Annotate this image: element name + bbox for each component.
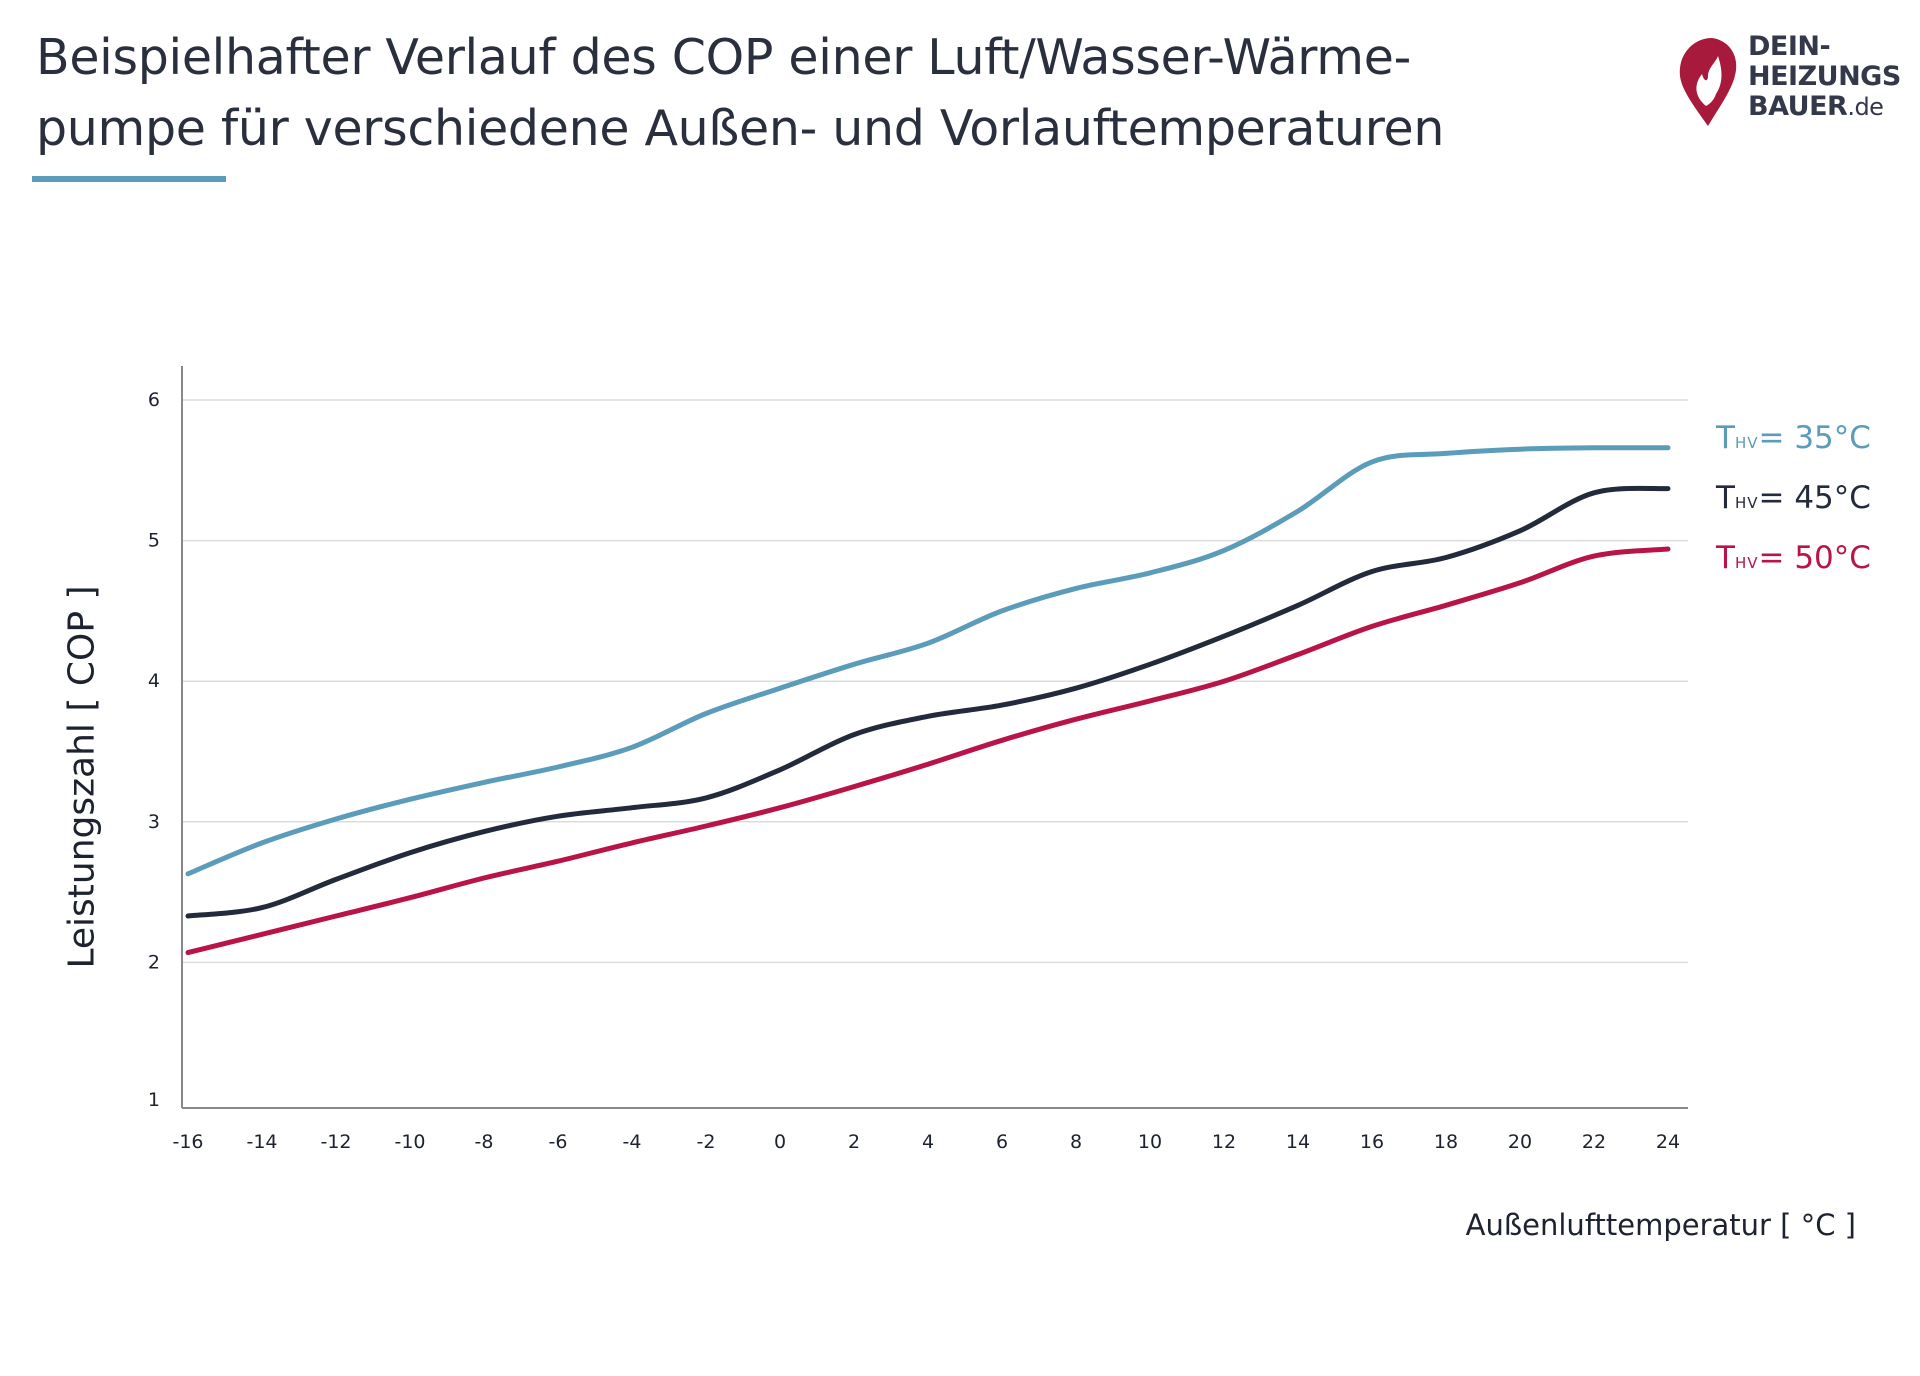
x-tick-labels: -16 -14 -12 -10 -8 -6 -4 -2 0 2 4 6 8 10 12 14 16 18 20 22 2… (172, 1131, 1680, 1153)
logo-line-1: DEIN- (1748, 31, 1831, 62)
x-tick-label: -10 (394, 1131, 425, 1153)
flame-icon (1679, 38, 1737, 126)
title-underline (32, 176, 226, 182)
x-tick-label: 8 (1070, 1131, 1082, 1153)
series-line-35 (185, 445, 1671, 877)
x-tick-label: 12 (1212, 1131, 1236, 1153)
x-tick-label: -8 (475, 1131, 494, 1153)
brand-logo: DEIN- HEIZUNGS BAUER.de (1676, 28, 1906, 128)
legend-45-symbol: T (1716, 480, 1735, 516)
x-tick-label: 6 (996, 1131, 1008, 1153)
series-line-50 (185, 546, 1671, 956)
x-tick-label: 14 (1286, 1131, 1310, 1153)
legend-45-label: = 45°C (1758, 480, 1871, 516)
series-line-45 (185, 485, 1671, 919)
axes (181, 366, 1688, 1109)
x-tick-label: -12 (320, 1131, 351, 1153)
x-tick-label: -14 (246, 1131, 277, 1153)
chart-title-line-1: Beispielhafter Verlauf des COP einer Luf… (36, 29, 1411, 86)
x-tick-label: -16 (172, 1131, 203, 1153)
legend-35-symbol: T (1716, 420, 1735, 456)
y-tick-label: 3 (148, 811, 160, 833)
x-tick-label: 22 (1582, 1131, 1606, 1153)
y-tick-label: 1 (148, 1089, 160, 1111)
x-tick-label: 4 (922, 1131, 934, 1153)
logo-line-2: HEIZUNGS (1748, 61, 1901, 92)
logo-tld: .de (1847, 93, 1884, 121)
y-tick-label: 2 (148, 951, 160, 973)
x-tick-label: 2 (848, 1131, 860, 1153)
x-tick-label: 0 (774, 1131, 786, 1153)
x-tick-label: 18 (1434, 1131, 1458, 1153)
y-axis-title: Leistungszahl [ COP ] (61, 585, 103, 969)
legend-item-35: THV= 35°C (1716, 420, 1871, 456)
legend-item-45: THV= 45°C (1716, 480, 1871, 516)
x-tick-label: -6 (549, 1131, 568, 1153)
legend-item-50: THV= 50°C (1716, 540, 1871, 576)
legend-35-subscript: HV (1734, 434, 1759, 452)
x-tick-label: 10 (1138, 1131, 1162, 1153)
x-tick-label: -2 (697, 1131, 716, 1153)
legend-50-label: = 50°C (1758, 540, 1871, 576)
logo-line-3: BAUER.de (1748, 92, 1901, 122)
x-axis-title: Außenlufttemperatur [ °C ] (1465, 1208, 1856, 1242)
logo-wordmark: DEIN- HEIZUNGS BAUER.de (1748, 32, 1901, 122)
y-tick-label: 6 (148, 389, 160, 411)
x-tick-label: 20 (1508, 1131, 1532, 1153)
legend-35-label: = 35°C (1758, 420, 1871, 456)
y-tick-label: 5 (148, 530, 160, 552)
grid-lines (182, 399, 1688, 964)
legend-50-symbol: T (1716, 540, 1735, 576)
x-tick-label: 24 (1656, 1131, 1680, 1153)
legend-45-subscript: HV (1734, 494, 1759, 512)
x-tick-label: -4 (623, 1131, 642, 1153)
y-tick-labels: 1 2 3 4 5 6 (148, 389, 160, 1111)
y-tick-label: 4 (148, 670, 160, 692)
legend-50-subscript: HV (1734, 554, 1759, 572)
series-lines (185, 445, 1671, 956)
logo-line-3-word: BAUER (1748, 91, 1848, 122)
chart-title: Beispielhafter Verlauf des COP einer Luf… (36, 22, 1444, 164)
x-tick-label: 16 (1360, 1131, 1384, 1153)
chart-title-line-2: pumpe für verschiedene Außen- und Vorlau… (36, 100, 1445, 157)
